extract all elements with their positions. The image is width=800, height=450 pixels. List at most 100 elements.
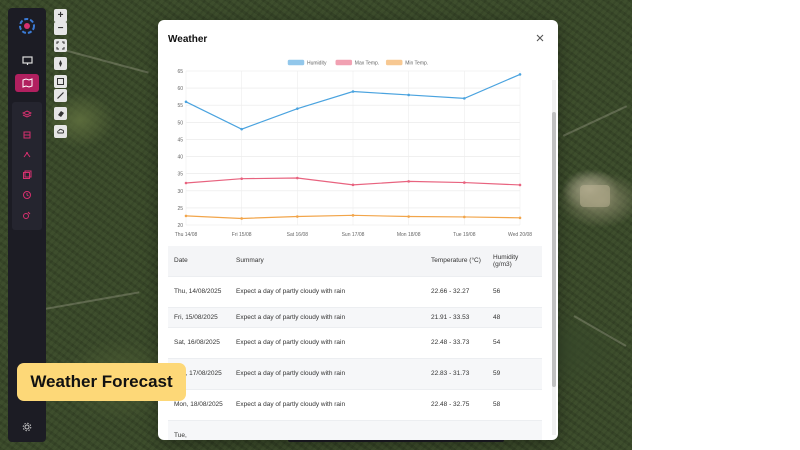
fullscreen-button[interactable] [54, 39, 67, 52]
locate-button[interactable] [54, 57, 67, 70]
data-point [184, 214, 188, 218]
table-row: Tue, [168, 419, 542, 440]
header-temperature: Temperature (°C) [425, 246, 487, 276]
settings-button[interactable] [15, 418, 39, 436]
map-road [40, 291, 140, 311]
map-road [573, 315, 627, 347]
draw-polygon-button[interactable] [54, 75, 67, 88]
data-point [518, 183, 522, 187]
data-point [351, 214, 355, 217]
cell-humidity: 56 [487, 275, 542, 307]
layers-icon [22, 110, 32, 118]
cloud-upload-icon [57, 128, 65, 134]
eraser-icon [58, 111, 64, 117]
close-button[interactable] [534, 32, 546, 44]
data-point [296, 107, 299, 110]
table-row: Fri, 15/08/2025 Expect a day of partly c… [168, 306, 542, 327]
legend-label: Max Temp. [355, 61, 379, 67]
map-road [562, 105, 628, 137]
upload-button[interactable] [54, 125, 67, 138]
data-point [351, 90, 355, 93]
y-tick-label: 55 [177, 103, 183, 109]
cell-temperature: 22.48 - 32.75 [425, 388, 487, 420]
cell-humidity: 54 [487, 326, 542, 358]
layers-button[interactable] [15, 106, 39, 124]
x-tick-label: Fri 15/08 [232, 232, 252, 238]
cell-summary: Expect a day of partly cloudy with rain [230, 357, 425, 389]
legend-swatch [287, 59, 305, 66]
data-point [184, 181, 188, 185]
fullscreen-icon [56, 41, 65, 50]
zoom-out-button[interactable]: − [54, 22, 67, 35]
broadcast-button[interactable] [15, 146, 39, 164]
y-tick-label: 35 [177, 172, 183, 178]
cell-summary [230, 419, 425, 440]
map-icon [22, 78, 32, 88]
y-tick-label: 50 [177, 120, 183, 126]
data-point [240, 217, 243, 220]
cell-summary: Expect a day of partly cloudy with rain [230, 275, 425, 307]
close-icon [536, 34, 544, 42]
caption-banner: Weather Forecast [17, 363, 186, 401]
cell-summary: Expect a day of partly cloudy with rain [230, 306, 425, 327]
analytics-button[interactable] [15, 206, 39, 224]
data-point [351, 183, 355, 187]
table-row: Thu, 14/08/2025 Expect a day of partly c… [168, 275, 542, 307]
legend-swatch [335, 59, 353, 66]
data-point [240, 177, 243, 180]
cell-temperature: 21.91 - 33.53 [425, 306, 487, 327]
cell-temperature [425, 419, 487, 440]
database-button[interactable] [15, 126, 39, 144]
gallery-button[interactable] [15, 166, 39, 184]
cell-date: Fri, 15/08/2025 [168, 306, 230, 327]
x-tick-label: Wed 20/08 [508, 232, 532, 238]
header-humidity: Humidity (g/m3) [487, 246, 542, 276]
blank-area [632, 0, 800, 450]
legend-label: Humidity [307, 61, 327, 67]
data-point [184, 100, 188, 104]
cell-humidity: 58 [487, 388, 542, 420]
modal-title: Weather [168, 34, 208, 45]
draw-line-button[interactable] [54, 89, 67, 102]
legend-swatch [385, 59, 403, 66]
y-tick-label: 20 [177, 223, 183, 229]
cell-summary: Expect a day of partly cloudy with rain [230, 388, 425, 420]
history-button[interactable] [15, 186, 39, 204]
x-tick-label: Tue 19/08 [453, 232, 476, 238]
eraser-button[interactable] [54, 107, 67, 120]
data-point [296, 215, 299, 218]
cell-humidity: 59 [487, 357, 542, 389]
weather-chart: 20 25 30 35 40 45 50 55 60 65 Thu 14/08 Fri 15/08 Sa… [175, 59, 532, 238]
y-tick-label: 30 [177, 189, 183, 195]
x-tick-label: Sat 16/08 [287, 232, 309, 238]
y-tick-label: 60 [177, 86, 183, 92]
monitor-button[interactable] [15, 52, 39, 70]
data-point [518, 216, 522, 220]
y-tick-label: 40 [177, 155, 183, 161]
database-icon [23, 131, 31, 139]
legend-label: Min Temp. [405, 61, 428, 67]
cell-humidity [487, 419, 542, 440]
data-point [407, 180, 410, 183]
app-logo-icon [19, 18, 35, 34]
header-summary: Summary [230, 246, 425, 276]
cell-temperature: 22.83 - 31.73 [425, 357, 487, 389]
zoom-in-button[interactable]: + [54, 9, 67, 22]
cell-temperature: 22.48 - 33.73 [425, 326, 487, 358]
data-point [407, 215, 410, 218]
broadcast-icon [23, 152, 31, 158]
y-tick-label: 25 [177, 206, 183, 212]
y-tick-label: 65 [177, 69, 183, 75]
weather-modal: Weather 20 25 30 35 40 45 50 55 60 65 Thu 14/08 Fri… [158, 20, 558, 440]
forecast-table: Date Summary Temperature (°C) Humidity (… [168, 246, 542, 440]
table-row: Sat, 16/08/2025 Expect a day of partly c… [168, 326, 542, 358]
y-tick-label: 45 [177, 137, 183, 143]
data-point [463, 181, 466, 184]
gallery-icon [23, 170, 32, 179]
scrollbar-thumb[interactable] [552, 112, 556, 387]
cell-humidity: 48 [487, 306, 542, 327]
data-point [463, 215, 466, 219]
map-button[interactable] [15, 74, 39, 92]
map-clearing [580, 185, 610, 207]
analytics-icon [23, 211, 31, 219]
